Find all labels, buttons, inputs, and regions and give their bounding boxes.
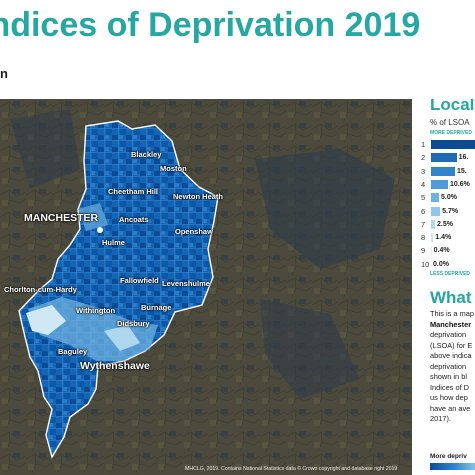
decile-number: 3 xyxy=(421,166,426,176)
decile-bar xyxy=(431,206,441,216)
decile-row: 8 1.4% xyxy=(414,232,475,243)
place-label-baguley: Baguley xyxy=(58,347,88,356)
place-label-chorlton-cum-hardy: Chorlton-cum-Hardy xyxy=(4,285,77,294)
decile-value-label: 0.0% xyxy=(433,260,449,268)
map-credit: MHCLG, 2019. Contains National Statistic… xyxy=(185,466,398,472)
legend-footer-label: More depriv xyxy=(430,453,467,460)
least-deprived-area xyxy=(26,305,66,335)
place-label-ancoats: Ancoats xyxy=(119,215,149,224)
page-title: Indices of Deprivation 2019 xyxy=(0,6,421,44)
decile-value-label: 5.7% xyxy=(442,207,459,215)
place-label-didsbury: Didsbury xyxy=(117,319,150,328)
decile-number: 7 xyxy=(421,219,426,229)
decile-number: 4 xyxy=(421,179,426,189)
decile-number: 2 xyxy=(421,153,426,163)
decile-bar xyxy=(431,233,434,243)
place-label-withington: Withington xyxy=(76,306,116,315)
more-deprived-tag: MORE DEPRIVED xyxy=(430,130,472,136)
decile-row: 10 0.0% xyxy=(414,259,475,270)
map-canvas xyxy=(0,99,412,475)
decile-row: 3 15. xyxy=(414,166,475,177)
decile-row: 4 10.6% xyxy=(414,179,475,190)
desc-line: (LSOA) for E xyxy=(430,340,473,350)
decile-number: 6 xyxy=(421,206,426,216)
decile-number: 5 xyxy=(421,193,426,203)
panel-heading: Local xyxy=(430,99,475,114)
city-centre-marker xyxy=(97,227,103,233)
desc-line: shown in bl xyxy=(430,372,467,381)
place-label-newton-heath: Newton Heath xyxy=(173,192,224,201)
decile-bar xyxy=(431,166,455,176)
map-description: This is a map Manchester deprivation (LS… xyxy=(430,309,475,425)
city-boundary xyxy=(18,120,219,459)
place-label-fallowfield: Fallowfield xyxy=(120,276,159,285)
decile-value-label: 2.5% xyxy=(437,220,453,228)
desc-line: deprivation xyxy=(430,330,467,339)
place-label-cheetham-hill: Cheetham Hill xyxy=(108,187,159,196)
place-label-manchester: MANCHESTER xyxy=(24,212,99,224)
place-label-levenshulme: Levenshulme xyxy=(162,279,210,288)
decile-value-label: 16. xyxy=(458,154,469,162)
decile-bar xyxy=(431,179,448,189)
desc-line: Indices of D xyxy=(430,382,470,392)
centre-lighter-area xyxy=(78,203,108,231)
decile-bar xyxy=(431,193,439,203)
desc-line: Manchester xyxy=(430,319,472,329)
place-label-openshaw: Openshaw xyxy=(175,227,213,236)
place-label-burnage: Burnage xyxy=(141,303,172,312)
decile-value-label: 1.4% xyxy=(435,234,452,242)
what-heading: What xyxy=(430,288,472,307)
desc-line: have an ave xyxy=(430,403,471,413)
decile-bar xyxy=(431,246,432,256)
decile-value-label: 5.0% xyxy=(441,194,457,202)
desc-line: 2017). xyxy=(430,414,451,423)
decile-bar xyxy=(431,140,475,149)
dark-deprived-area xyxy=(10,109,80,189)
decile-number: 8 xyxy=(421,233,426,243)
decile-value-label: 10.6% xyxy=(449,180,470,188)
decile-bar xyxy=(431,153,457,163)
place-label-moston: Moston xyxy=(160,164,187,173)
desc-line: us how dep xyxy=(430,393,468,402)
decile-row: 2 16. xyxy=(414,152,475,163)
less-deprived-tag: LESS DEPRIVED xyxy=(430,271,471,277)
deprivation-map[interactable]: Blackley Moston Cheetham Hill Newton Hea… xyxy=(0,99,412,475)
decile-value-label: 15. xyxy=(457,167,467,175)
decile-row: 6 5.7% xyxy=(414,206,475,217)
side-panel: Local % of LSOA MORE DEPRIVED 1 2 16. 3 15. 4… xyxy=(414,99,475,475)
desc-line: above indica xyxy=(430,351,472,360)
decile-number: 1 xyxy=(421,140,426,149)
decile-row: 5 5.0% xyxy=(414,192,475,203)
panel-unit: % of LSOA xyxy=(430,118,470,127)
decile-row: 9 0.4% xyxy=(414,245,475,256)
place-label-wythenshawe: Wythenshawe xyxy=(80,360,150,372)
decile-row: 7 2.5% xyxy=(414,219,475,230)
decile-number: 10 xyxy=(421,259,430,269)
decile-bar xyxy=(431,219,435,229)
desc-line: This is a map xyxy=(430,309,474,318)
least-deprived-area xyxy=(104,325,140,351)
subtitle-fragment: n xyxy=(0,66,8,81)
decile-value-label: 0.4% xyxy=(433,247,450,255)
legend-gradient-bar xyxy=(430,463,475,470)
decile-number: 9 xyxy=(421,246,426,256)
desc-line: deprivation xyxy=(430,361,467,371)
place-label-hulme: Hulme xyxy=(102,238,125,247)
place-label-blackley: Blackley xyxy=(131,150,162,159)
dark-deprived-area xyxy=(255,149,395,269)
dark-deprived-area xyxy=(260,299,360,399)
decile-row: 1 xyxy=(414,139,475,150)
